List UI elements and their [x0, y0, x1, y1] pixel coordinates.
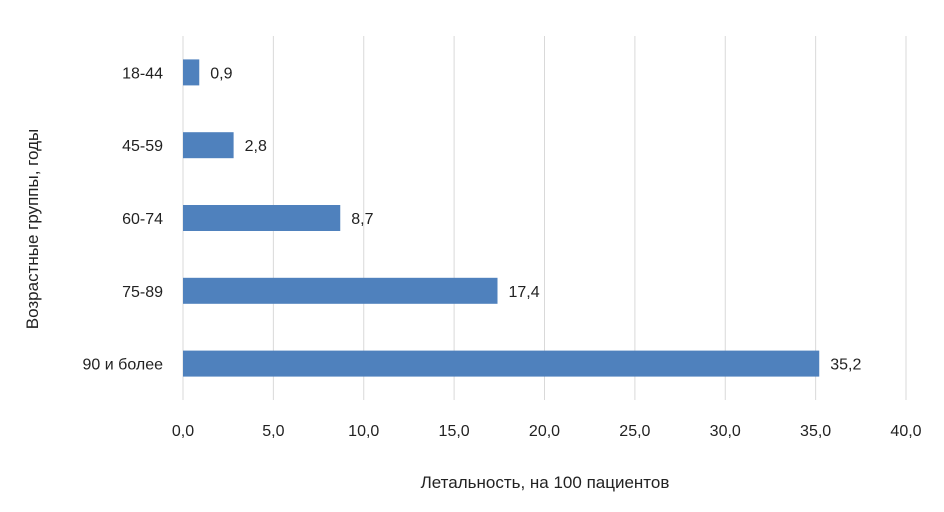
- bar: [183, 205, 341, 231]
- category-label: 18-44: [122, 65, 163, 82]
- x-tick-label: 25,0: [619, 423, 650, 440]
- category-label: 90 и более: [83, 357, 164, 374]
- x-tick-label: 5,0: [262, 423, 284, 440]
- data-label: 2,8: [245, 138, 267, 155]
- category-label: 60-74: [122, 211, 163, 228]
- bars: [183, 59, 820, 377]
- category-label: 75-89: [122, 284, 163, 301]
- bar: [183, 59, 200, 86]
- bar: [183, 277, 498, 304]
- bar: [183, 350, 820, 377]
- category-labels: 18-44 45-59 60-74 75-89 90 и более: [83, 65, 164, 373]
- x-axis-title: Летальность, на 100 пациентов: [421, 473, 670, 492]
- x-tick-label: 20,0: [529, 423, 560, 440]
- x-tick-label: 40,0: [890, 423, 921, 440]
- x-tick-label: 35,0: [800, 423, 831, 440]
- category-label: 45-59: [122, 138, 163, 155]
- x-tick-label: 30,0: [710, 423, 741, 440]
- data-labels: 0,9 2,8 8,7 17,4 35,2: [210, 65, 861, 373]
- data-label: 35,2: [830, 357, 861, 374]
- x-tick-labels: 0,0 5,0 10,0 15,0 20,0 25,0 30,0 35,0 40,0: [172, 423, 922, 440]
- gridlines: [182, 36, 907, 400]
- x-tick-label: 10,0: [348, 423, 379, 440]
- y-axis-title: Возрастные группы, годы: [23, 129, 42, 329]
- x-tick-label: 0,0: [172, 423, 194, 440]
- bar: [183, 132, 234, 159]
- data-label: 8,7: [351, 211, 373, 228]
- data-label: 0,9: [210, 65, 232, 82]
- x-tick-label: 15,0: [439, 423, 470, 440]
- data-label: 17,4: [509, 284, 540, 301]
